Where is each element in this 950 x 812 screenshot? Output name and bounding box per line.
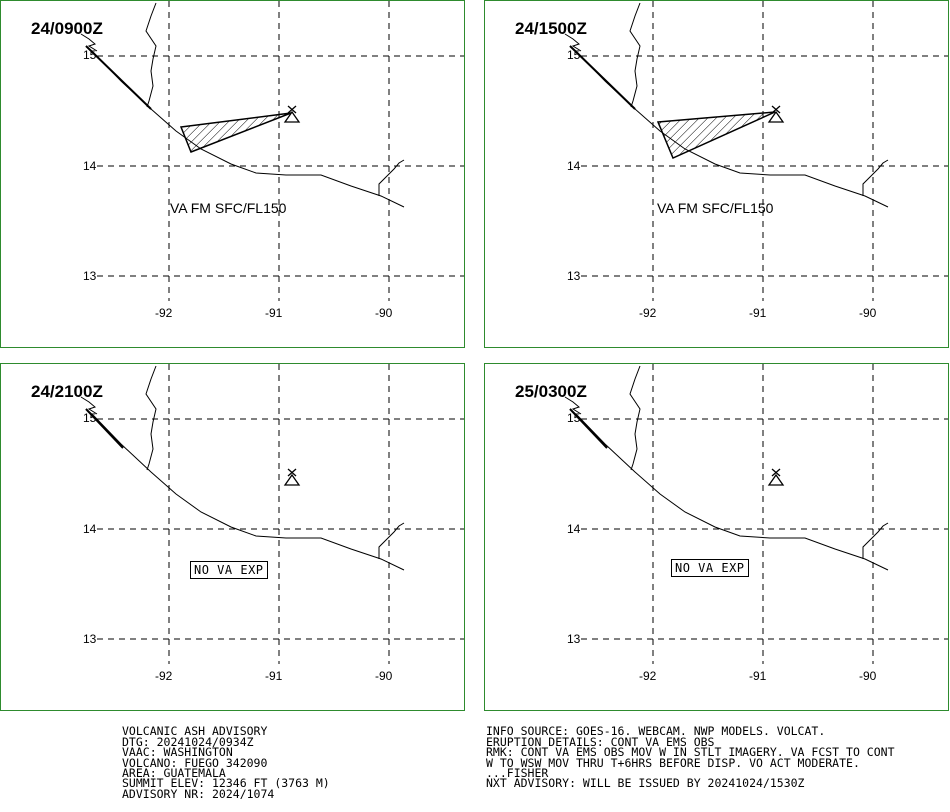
lon-label-91: -91 (749, 306, 767, 320)
eruption-details: ERUPTION DETAILS: CONT VA EMS OBS (486, 734, 715, 749)
lon-label-90: -90 (375, 306, 393, 320)
va-layer-label: VA FM SFC/FL150 (170, 200, 287, 216)
lon-label-92: -92 (155, 669, 173, 683)
lat-label-14: 14 (83, 159, 97, 173)
advisory-summit-elev: SUMMIT ELEV: 12346 FT (3763 M) (122, 776, 330, 791)
valid-time: 24/1500Z (515, 19, 587, 38)
lat-label-14: 14 (567, 522, 581, 536)
lon-label-92: -92 (155, 306, 173, 320)
lat-label-13: 13 (83, 632, 97, 646)
lon-label-91: -91 (265, 669, 283, 683)
advisory-volcano: VOLCANO: FUEGO 342090 (122, 755, 268, 770)
volcano-icon (283, 105, 301, 123)
lat-label-13: 13 (567, 269, 581, 283)
remarks-line-1: RMK: CONT VA EMS OBS MOV W IN STLT IMAGE… (486, 745, 895, 760)
advisory-vaac: VAAC: WASHINGTON (122, 745, 233, 760)
lon-label-92: -92 (639, 306, 657, 320)
panel-1500z: 24/1500Z 15 14 13 -92 -91 -90 VA FM SFC/… (484, 0, 949, 348)
volcano-icon (283, 468, 301, 486)
lat-label-13: 13 (567, 632, 581, 646)
lat-label-15: 15 (83, 48, 97, 62)
map-2100z (80, 364, 464, 664)
advisory-number: ADVISORY NR: 2024/1074 (122, 786, 275, 801)
no-va-exp-box: NO VA EXP (190, 561, 268, 579)
advisory-header-block: VOLCANIC ASH ADVISORY DTG: 20241024/0934Z… (122, 716, 330, 799)
lat-label-15: 15 (567, 48, 581, 62)
next-advisory: NXT ADVISORY: WILL BE ISSUED BY 20241024… (486, 776, 805, 791)
valid-time: 24/2100Z (31, 382, 103, 401)
info-source: INFO SOURCE: GOES-16. WEBCAM. NWP MODELS… (486, 724, 826, 739)
advisory-details-block: INFO SOURCE: GOES-16. WEBCAM. NWP MODELS… (486, 716, 895, 789)
lon-label-91: -91 (749, 669, 767, 683)
volcano-icon (767, 105, 785, 123)
lat-label-14: 14 (567, 159, 581, 173)
advisory-area: AREA: GUATEMALA (122, 766, 226, 781)
lon-label-90: -90 (859, 306, 877, 320)
valid-time: 24/0900Z (31, 19, 103, 38)
volcano-icon (767, 468, 785, 486)
lon-label-91: -91 (265, 306, 283, 320)
forecaster: ...FISHER (486, 766, 549, 781)
no-va-exp-box: NO VA EXP (671, 559, 749, 577)
lat-label-13: 13 (83, 269, 97, 283)
lat-label-14: 14 (83, 522, 97, 536)
lon-label-90: -90 (375, 669, 393, 683)
panel-0300z: 25/0300Z 15 14 13 -92 -91 -90 NO VA EXP (484, 363, 949, 711)
lat-label-15: 15 (567, 411, 581, 425)
advisory-title: VOLCANIC ASH ADVISORY (122, 724, 268, 739)
va-layer-label: VA FM SFC/FL150 (657, 200, 774, 216)
advisory-dtg: DTG: 20241024/0934Z (122, 734, 254, 749)
panel-2100z: 24/2100Z 15 14 13 -92 -91 -90 NO VA EXP (0, 363, 465, 711)
map-0300z (564, 364, 948, 664)
lon-label-92: -92 (639, 669, 657, 683)
map-1500z (564, 1, 948, 301)
lon-label-90: -90 (859, 669, 877, 683)
ash-cloud-area (656, 111, 776, 160)
valid-time: 25/0300Z (515, 382, 587, 401)
ash-cloud-area (179, 112, 292, 153)
map-0900z (80, 1, 464, 301)
remarks-line-2: W TO WSW MOV THRU T+6HRS BEFORE DISP. VO… (486, 755, 860, 770)
panel-0900z: 24/0900Z 15 14 13 -92 -91 -90 VA FM SFC/… (0, 0, 465, 348)
lat-label-15: 15 (83, 411, 97, 425)
